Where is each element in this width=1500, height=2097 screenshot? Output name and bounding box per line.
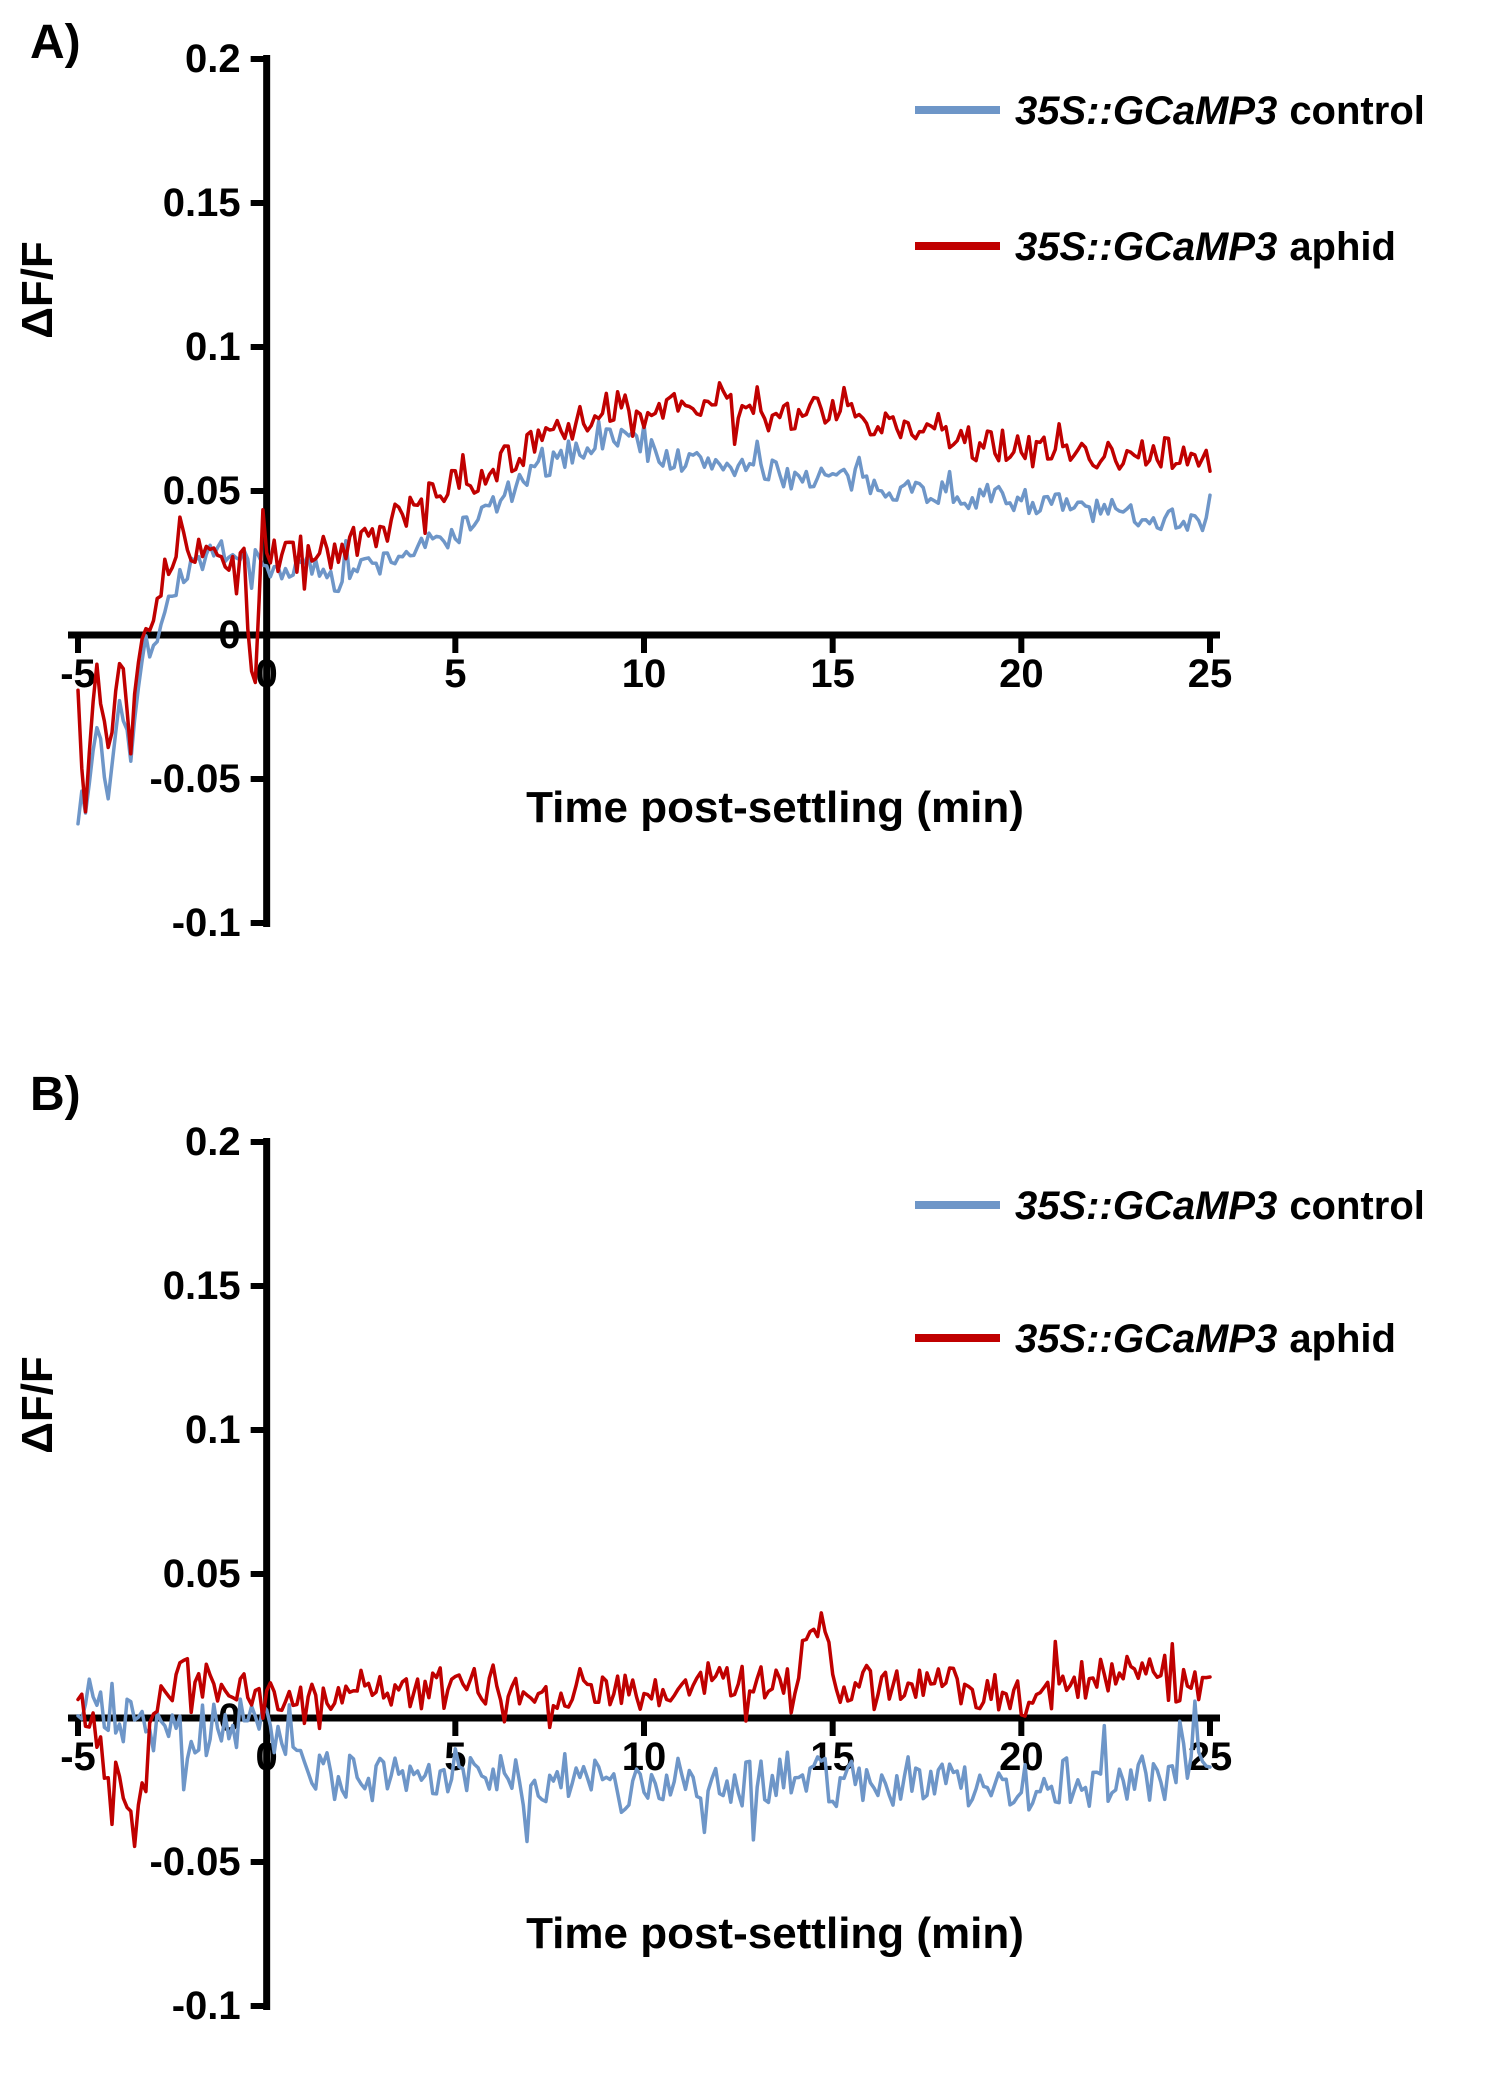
chart-panel-b: B) ΔF/F Time post-settling (min) -5 0 5 10 1… [13, 1068, 1425, 2028]
x-tick-label: 5 [444, 652, 466, 696]
panel-b-label: B) [30, 1068, 81, 1121]
y-axis-title-a: ΔF/F [13, 241, 62, 339]
y-tick-label: 0.15 [163, 1264, 241, 1308]
series-group-b [76, 1611, 1212, 1849]
y-tick-label: 0.2 [185, 1120, 241, 1164]
x-tick-label: 20 [999, 652, 1044, 696]
y-tick-label: -0.05 [149, 757, 240, 801]
legend-b: 35S::GCaMP3 control 35S::GCaMP3 aphid [915, 1184, 1425, 1361]
legend-label-control-b: 35S::GCaMP3 control [1015, 1184, 1425, 1228]
y-tick-label: 0.2 [185, 37, 241, 81]
x-tick-label: 0 [256, 652, 278, 696]
x-axis-title-a: Time post-settling (min) [526, 783, 1024, 832]
series-line-aphid [76, 381, 1212, 814]
panel-b: B) ΔF/F Time post-settling (min) -5 0 5 10 1… [0, 1030, 1500, 2097]
y-tick-label: 0.1 [185, 1408, 241, 1452]
x-tick-label: 15 [810, 652, 855, 696]
x-tick-label: -5 [60, 1735, 96, 1779]
chart-panel-a: A) ΔF/F Time post-settling (min) -5 0 5 10 1… [13, 16, 1425, 945]
x-tick-label: 10 [622, 1735, 667, 1779]
legend-label-aphid-a: 35S::GCaMP3 aphid [1015, 225, 1396, 269]
panel-a-label: A) [30, 16, 81, 69]
x-tick-label: 25 [1188, 1735, 1233, 1779]
series-line-aphid [76, 1611, 1212, 1849]
y-axis-title-b: ΔF/F [13, 1356, 62, 1454]
y-tick-label: -0.1 [172, 1984, 241, 2028]
x-axis-title-b: Time post-settling (min) [526, 1909, 1024, 1958]
legend-a: 35S::GCaMP3 control 35S::GCaMP3 aphid [915, 89, 1425, 269]
x-tick-label: 20 [999, 1735, 1044, 1779]
y-tick-label: 0.05 [163, 469, 241, 513]
y-tick-label: 0.1 [185, 325, 241, 369]
y-tick-label: -0.1 [172, 901, 241, 945]
y-tick-label: 0.05 [163, 1552, 241, 1596]
y-tick-label: 0.15 [163, 181, 241, 225]
y-tick-label: -0.05 [149, 1840, 240, 1884]
legend-label-control-a: 35S::GCaMP3 control [1015, 89, 1425, 133]
series-group-a [76, 381, 1212, 826]
panel-a: A) ΔF/F Time post-settling (min) -5 0 5 10 1… [0, 0, 1500, 1030]
x-tick-label: 25 [1188, 652, 1233, 696]
series-line-control [76, 1677, 1212, 1844]
legend-label-aphid-b: 35S::GCaMP3 aphid [1015, 1317, 1396, 1361]
x-tick-label: 10 [622, 652, 667, 696]
y-tick-label: 0 [218, 613, 240, 657]
